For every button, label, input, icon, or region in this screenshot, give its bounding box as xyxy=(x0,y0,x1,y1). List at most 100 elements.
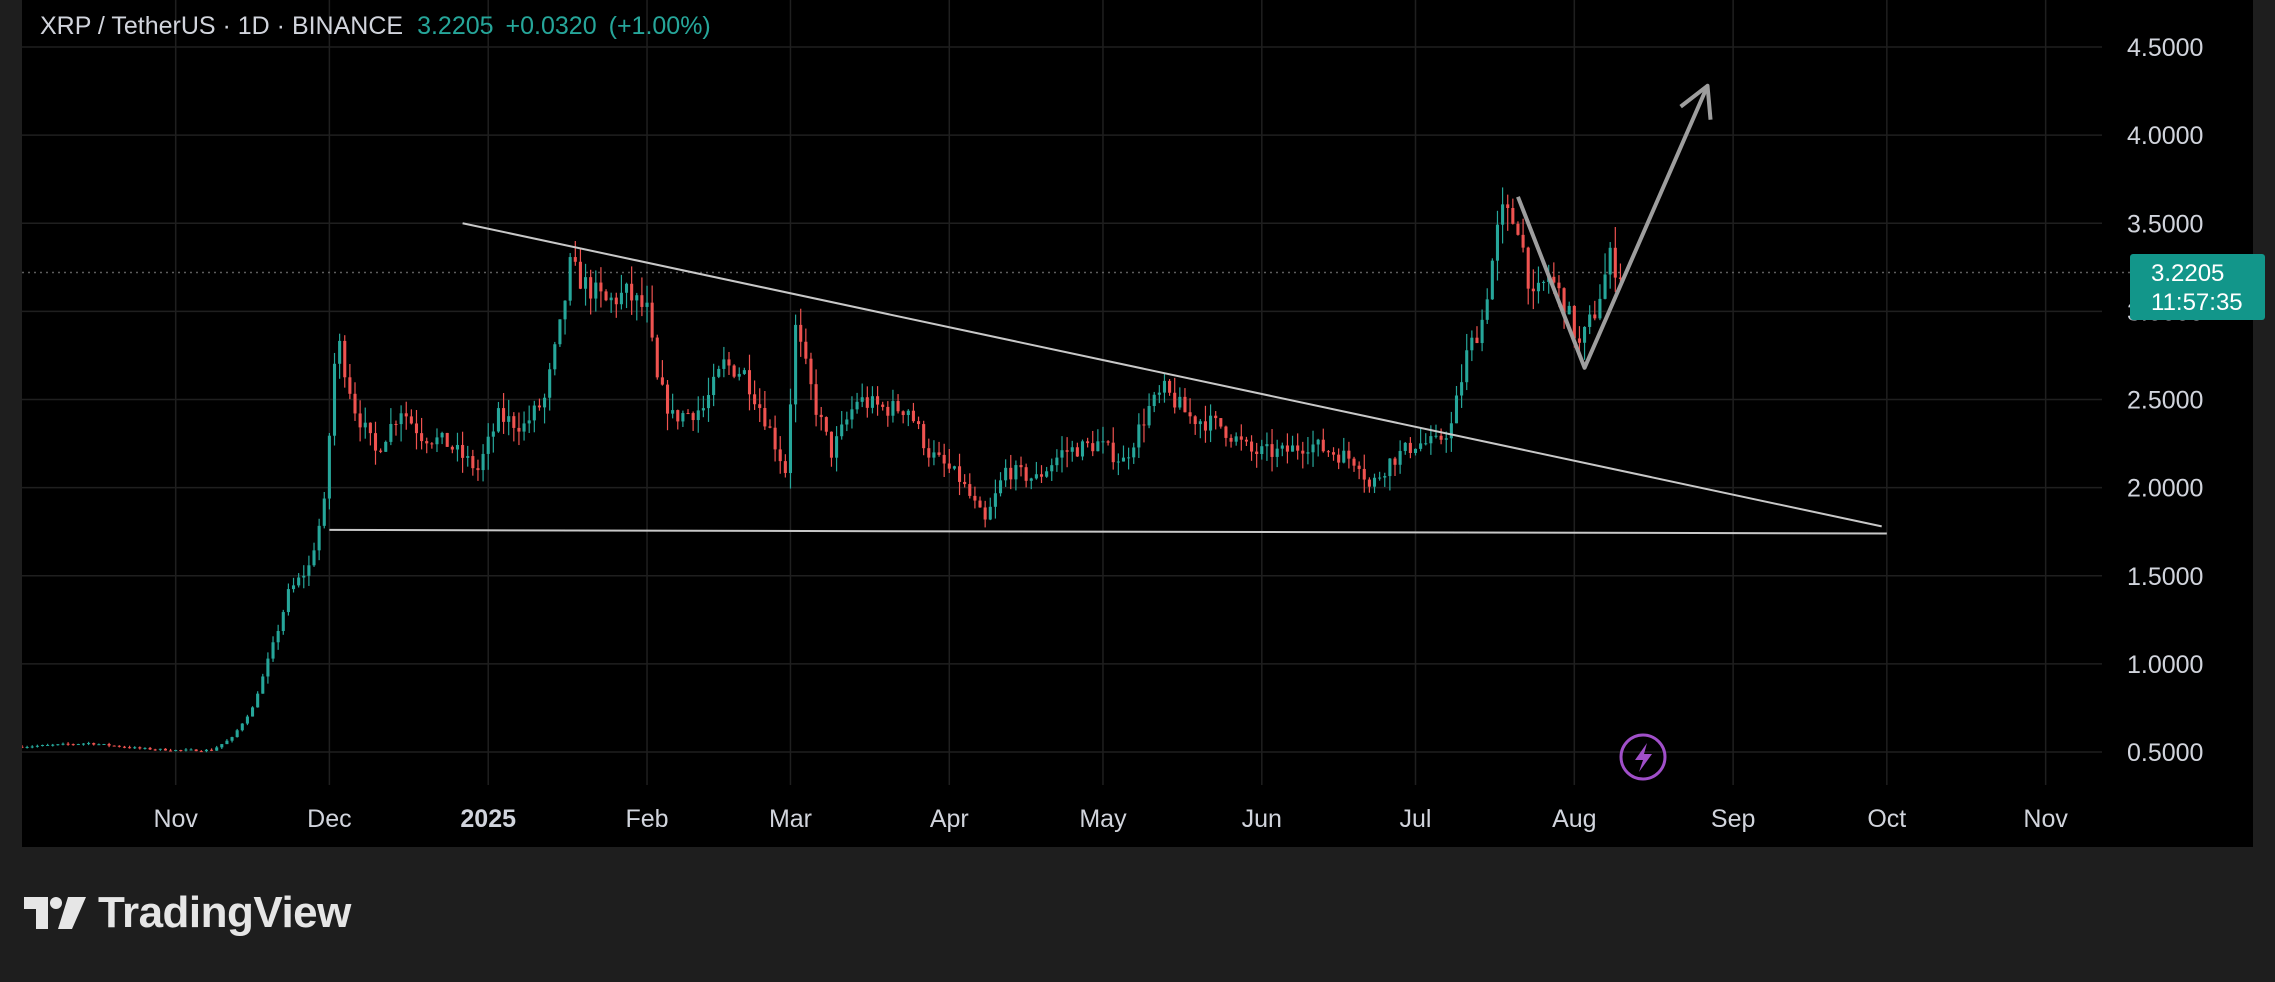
candle-body xyxy=(1403,442,1407,451)
candle-body xyxy=(81,743,86,745)
candle-body xyxy=(1075,447,1079,457)
candle-body xyxy=(220,744,224,748)
candle-body xyxy=(240,723,244,731)
candle-body xyxy=(204,749,208,752)
candle-body xyxy=(450,446,454,450)
candle-body xyxy=(343,340,347,378)
candle-body xyxy=(1434,435,1438,437)
candle-body xyxy=(691,413,695,421)
candle-body xyxy=(1326,451,1330,453)
price-chart[interactable]: 0.50001.00001.50002.00002.50003.00003.50… xyxy=(22,0,2253,847)
candle-body xyxy=(1004,467,1008,481)
candle-body xyxy=(911,410,915,422)
candle-body xyxy=(527,420,531,424)
candle-body xyxy=(76,744,80,746)
candle-body xyxy=(870,396,874,408)
candle-body xyxy=(1209,415,1213,431)
candle-body xyxy=(261,676,265,694)
x-tick-label: Jun xyxy=(1242,805,1282,833)
candle-body xyxy=(169,750,173,752)
y-tick-label: 2.5000 xyxy=(2127,387,2203,415)
candle-body xyxy=(1101,441,1105,443)
symbol-label: XRP / TetherUS · 1D · BINANCE xyxy=(40,12,404,40)
candle-body xyxy=(107,743,111,746)
candle-body xyxy=(737,373,741,377)
candle-body xyxy=(1024,467,1028,481)
candle-body xyxy=(732,365,736,377)
candle-body xyxy=(706,395,711,409)
candle-body xyxy=(824,417,828,432)
tradingview-logo-icon xyxy=(24,897,86,929)
candle-body xyxy=(122,746,126,748)
candle-body xyxy=(286,589,290,613)
candle-body xyxy=(1557,282,1561,289)
candle-body xyxy=(358,413,362,428)
candle-body xyxy=(1034,474,1038,479)
candle-body xyxy=(635,295,639,301)
bar-countdown: 11:57:35 xyxy=(2151,289,2243,316)
candle-body xyxy=(983,507,987,520)
candle-body xyxy=(1050,465,1054,472)
candle-body xyxy=(1152,394,1156,407)
candle-body xyxy=(927,448,931,458)
candle-body xyxy=(794,324,798,405)
candle-body xyxy=(143,747,147,749)
candle-body xyxy=(1480,319,1484,344)
chart-panel[interactable]: 0.50001.00001.50002.00002.50003.00003.50… xyxy=(22,0,2265,847)
candle-body xyxy=(22,746,24,748)
candle-body xyxy=(655,337,659,378)
candle-body xyxy=(599,282,603,292)
candle-body xyxy=(1331,452,1336,455)
candle-body xyxy=(133,747,137,749)
candle-body xyxy=(896,401,900,412)
candle-body xyxy=(1198,421,1202,425)
candle-body xyxy=(553,344,557,370)
candle-body xyxy=(543,397,547,408)
candle-body xyxy=(958,466,962,482)
candle-body xyxy=(338,340,342,364)
candle-body xyxy=(829,431,833,458)
lightning-bolt-glyph xyxy=(1635,743,1652,772)
candle-body xyxy=(1475,337,1479,344)
candle-body xyxy=(1280,445,1284,449)
candle-body xyxy=(573,257,577,262)
candle-body xyxy=(461,444,465,458)
candle-body xyxy=(1337,454,1341,463)
x-tick-label: Mar xyxy=(769,805,812,833)
candle-body xyxy=(1372,477,1377,487)
candle-body xyxy=(1439,435,1443,440)
candle-body xyxy=(322,498,326,526)
candle-body xyxy=(1572,305,1576,339)
candle-body xyxy=(420,433,424,442)
candle-body xyxy=(624,283,629,293)
candle-body xyxy=(363,422,367,428)
candle-body xyxy=(266,658,270,677)
candle-body xyxy=(778,449,782,462)
candle-body xyxy=(1429,436,1433,444)
candle-body xyxy=(1178,396,1182,408)
candle-body xyxy=(112,745,116,747)
candle-body xyxy=(660,377,664,385)
x-tick-label: Jul xyxy=(1400,805,1432,833)
candle-body xyxy=(71,744,75,746)
candle-body xyxy=(937,452,941,455)
candle-body xyxy=(665,384,670,414)
x-tick-label: Dec xyxy=(307,805,351,833)
candle-body xyxy=(1157,392,1161,395)
candle-body xyxy=(87,743,91,745)
candle-body xyxy=(845,419,849,425)
tradingview-logo[interactable]: TradingView xyxy=(24,888,351,938)
candle-body xyxy=(1291,445,1295,452)
candle-body xyxy=(742,370,746,374)
candle-body xyxy=(179,749,183,751)
candle-body xyxy=(809,358,813,385)
candle-body xyxy=(630,283,634,301)
x-tick-label: Sep xyxy=(1711,805,1755,833)
candle-body xyxy=(215,747,219,751)
candle-body xyxy=(548,369,552,398)
candle-body xyxy=(430,443,434,445)
candle-body xyxy=(158,748,162,750)
candle-body xyxy=(860,397,864,402)
y-tick-label: 3.5000 xyxy=(2127,210,2203,238)
candle-body xyxy=(51,744,55,746)
